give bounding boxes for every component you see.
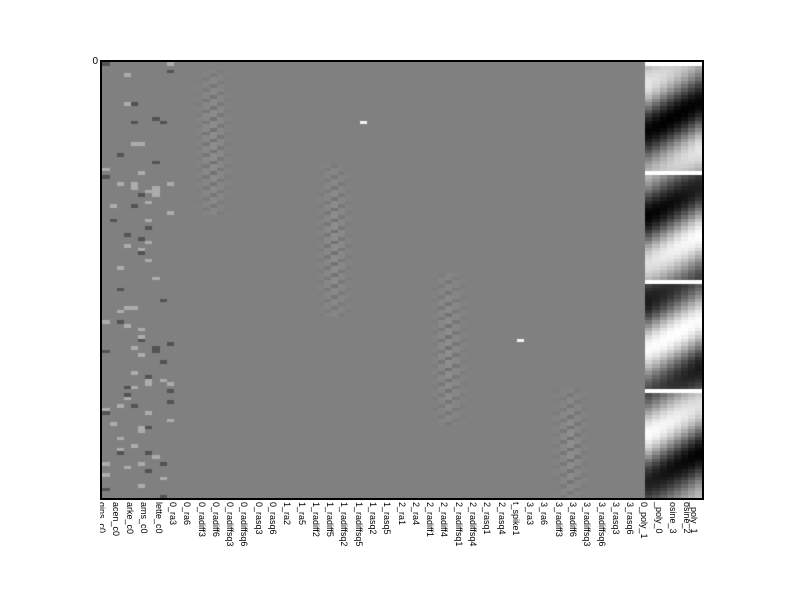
x-tick-label: 2_ra1 — [397, 502, 407, 525]
x-tick-label: 1_rasq5 — [382, 502, 392, 535]
x-tick-label: arke_c0 — [125, 502, 135, 534]
x-tick-label: t_spike1 — [511, 502, 521, 536]
x-tick-label: 0_radiffsq3 — [225, 502, 235, 546]
x-tick-label: 1_ra2 — [282, 502, 292, 525]
x-tick-label: 2_radiff4 — [439, 502, 449, 537]
x-tick-label: 2_rasq4 — [497, 502, 507, 535]
x-tick-label: 3_radiffsq6 — [597, 502, 607, 546]
x-tick-label: 1_radiffsq2 — [339, 502, 349, 546]
x-tick-label: 1_ra5 — [297, 502, 307, 525]
x-tick-label: 3_rasq6 — [625, 502, 635, 535]
x-tick-label: 0_radiff3 — [197, 502, 207, 537]
x-tick-label: 0_rasq6 — [268, 502, 278, 535]
x-tick-label: 2_radiffsq1 — [454, 502, 464, 546]
x-tick-label: 0_rasq3 — [254, 502, 264, 535]
x-tick-label: 2_radiffsq4 — [468, 502, 478, 546]
x-tick-label: 3_radiff3 — [554, 502, 564, 537]
x-tick-label: _poly_1 — [689, 502, 699, 534]
x-tick-label: 1_rasq2 — [368, 502, 378, 535]
heatmap-canvas — [100, 60, 704, 500]
y-tick-0: 0 — [90, 56, 98, 67]
x-tick-label: 3_rasq3 — [611, 502, 621, 535]
x-tick-label: 0_radiff6 — [211, 502, 221, 537]
x-tick-label: acen_c0 — [111, 502, 121, 536]
x-tick-label: 3_radiff6 — [568, 502, 578, 537]
x-tick-label: gins_c0 — [100, 502, 107, 533]
x-tick-label: 2_rasq1 — [482, 502, 492, 535]
x-tick-label: _poly_0 — [654, 502, 664, 534]
x-tick-label: 0_ra6 — [182, 502, 192, 525]
x-tick-label: 3_ra3 — [525, 502, 535, 525]
x-tick-label: 0_ra3 — [168, 502, 178, 525]
x-tick-label: ams_c0 — [139, 502, 149, 534]
x-tick-label: 0_radiffsq6 — [239, 502, 249, 546]
x-tick-label: 3_ra6 — [539, 502, 549, 525]
x-tick-label: 2_radiff1 — [425, 502, 435, 537]
x-tick-label: lette_c0 — [154, 502, 164, 534]
x-tick-label: 0_poly_1 — [639, 502, 649, 539]
x-tick-label: 3_radiffsq3 — [582, 502, 592, 546]
x-tick-label: osine_3 — [668, 502, 678, 534]
x-axis-labels: gins_c0 acen_c0 arke_c0 ams_c0 lette_c0 0_ra3… — [100, 500, 700, 600]
x-tick-label: 1_radiff5 — [325, 502, 335, 537]
x-tick-label: 1_radiff2 — [311, 502, 321, 537]
heatmap-container — [100, 60, 704, 500]
x-tick-label: 2_ra4 — [411, 502, 421, 525]
x-tick-label: 1_radiffsq5 — [354, 502, 364, 546]
